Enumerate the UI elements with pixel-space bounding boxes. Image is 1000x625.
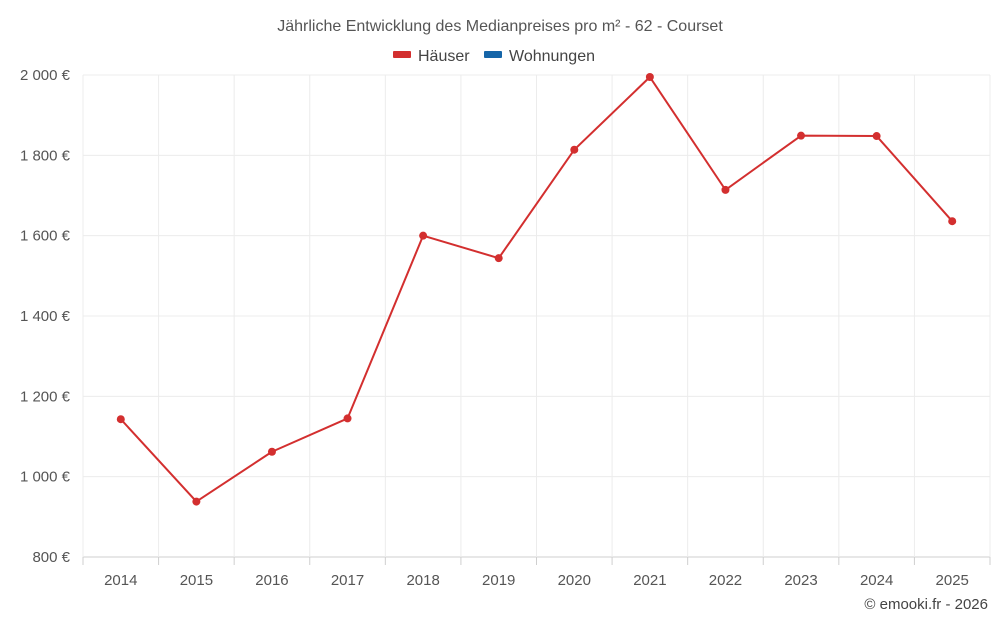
- data-point[interactable]: [797, 131, 806, 140]
- data-point[interactable]: [570, 145, 579, 154]
- x-tick-label: 2023: [784, 572, 817, 589]
- data-point[interactable]: [267, 447, 276, 456]
- y-tick-label: 1 600 €: [20, 228, 71, 245]
- chart-title: Jährliche Entwicklung des Medianpreises …: [277, 18, 723, 35]
- x-tick-label: 2025: [936, 572, 969, 589]
- y-tick-label: 1 400 €: [20, 308, 71, 325]
- data-point[interactable]: [948, 217, 957, 226]
- x-axis-ticks: 2014 2015 2016 2017 2018 2019 2020 2021 2022 2023…: [104, 572, 969, 589]
- series-haeuser: [116, 73, 957, 506]
- x-tick-label: 2014: [104, 572, 137, 589]
- x-tick-label: 2017: [331, 572, 364, 589]
- legend-swatch-wohnungen: [484, 51, 502, 58]
- legend-item-haeuser[interactable]: Häuser: [393, 48, 470, 65]
- legend-label-wohnungen: Wohnungen: [509, 48, 595, 65]
- data-point[interactable]: [872, 132, 881, 141]
- x-tick-label: 2015: [180, 572, 213, 589]
- legend[interactable]: Häuser Wohnungen: [393, 48, 595, 65]
- data-point[interactable]: [419, 231, 428, 240]
- y-tick-label: 2 000 €: [20, 67, 71, 84]
- data-point[interactable]: [116, 415, 125, 424]
- credit-text: © emooki.fr - 2026: [864, 596, 988, 613]
- x-tick-label: 2016: [255, 572, 288, 589]
- legend-item-wohnungen[interactable]: Wohnungen: [484, 48, 595, 65]
- data-point[interactable]: [645, 73, 654, 82]
- x-tick-label: 2024: [860, 572, 893, 589]
- y-axis-ticks: 800 € 1 000 € 1 200 € 1 400 € 1 600 € 1 800 €…: [20, 67, 71, 566]
- x-tick-label: 2020: [558, 572, 591, 589]
- data-point[interactable]: [721, 185, 730, 194]
- y-tick-label: 1 800 €: [20, 147, 71, 164]
- x-tick-label: 2022: [709, 572, 742, 589]
- data-point[interactable]: [192, 497, 201, 506]
- gridlines: [82, 74, 991, 565]
- legend-label-haeuser: Häuser: [418, 48, 470, 65]
- series-line: [120, 76, 953, 503]
- data-point[interactable]: [494, 254, 503, 263]
- y-tick-label: 1 200 €: [20, 388, 71, 405]
- legend-swatch-haeuser: [393, 51, 411, 58]
- x-tick-label: 2021: [633, 572, 666, 589]
- x-tick-label: 2018: [406, 572, 439, 589]
- y-tick-label: 800 €: [32, 549, 70, 566]
- data-point[interactable]: [343, 414, 352, 423]
- y-tick-label: 1 000 €: [20, 469, 71, 486]
- x-tick-label: 2019: [482, 572, 515, 589]
